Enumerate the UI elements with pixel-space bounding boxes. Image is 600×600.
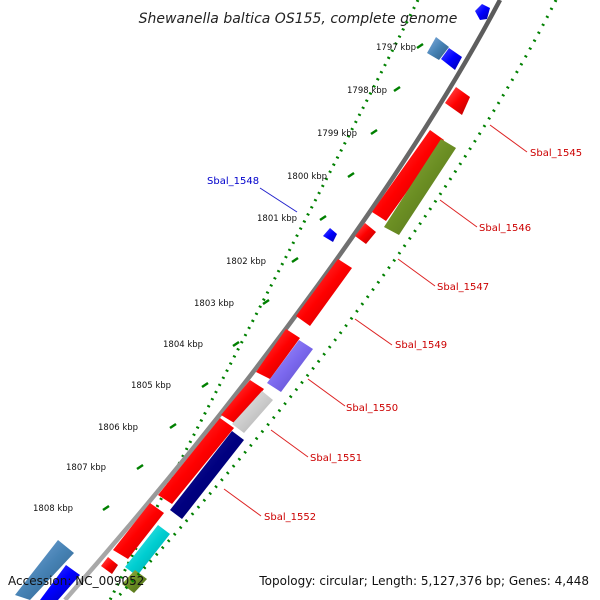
- gene-arrow-forward: [296, 259, 352, 326]
- gene-bar: [170, 431, 244, 519]
- gene-label: Sbal_1550: [346, 403, 398, 414]
- leader-line: [307, 378, 346, 407]
- gene-arrow-reverse: [427, 37, 449, 60]
- gene-arrow-forward: [355, 223, 376, 244]
- gene-bar: [267, 340, 313, 392]
- tick-mark: [201, 381, 209, 389]
- forward-strand-features: [101, 87, 470, 574]
- gene-arrow-forward: [445, 87, 470, 115]
- tick-mark: [102, 504, 110, 512]
- gene-label: Sbal_1552: [264, 512, 316, 523]
- tick-label: 1803 kbp: [194, 299, 234, 309]
- tick-labels: 1797 kbp 1798 kbp 1799 kbp 1800 kbp 1801…: [33, 43, 416, 514]
- gene-label: Sbal_1549: [395, 340, 447, 351]
- tick-mark: [291, 256, 299, 264]
- tick-label: 1804 kbp: [163, 340, 203, 350]
- tick-label: 1805 kbp: [131, 381, 171, 391]
- gene-arrow-forward: [256, 329, 300, 379]
- gene-label: Sbal_1548: [207, 176, 259, 187]
- gene-arrow-forward: [372, 130, 444, 221]
- tick-mark: [169, 422, 177, 430]
- gene-label: Sbal_1545: [530, 148, 582, 159]
- tick-label: 1798 kbp: [347, 86, 387, 96]
- gene-bar: [232, 391, 273, 433]
- gene-labels: Sbal_1545 Sbal_1546 Sbal_1547 Sbal_1548 …: [207, 148, 582, 523]
- gene-arrow-forward: [221, 380, 264, 424]
- leader-line: [354, 318, 393, 346]
- gene-arrow-forward: [101, 557, 118, 574]
- tick-label: 1807 kbp: [66, 463, 106, 473]
- leader-line: [489, 124, 528, 153]
- tick-mark: [232, 340, 240, 348]
- map-title: Shewanella baltica OS155, complete genom…: [139, 11, 458, 27]
- gene-arrow-forward: [113, 503, 164, 559]
- leader-line: [439, 199, 478, 228]
- gene-arrow-reverse: [40, 565, 80, 600]
- tick-mark: [416, 42, 424, 50]
- tick-mark: [393, 85, 401, 93]
- tick-label: 1800 kbp: [287, 172, 327, 182]
- genome-backbone: [63, 0, 502, 600]
- genome-summary: Topology: circular; Length: 5,127,376 bp…: [259, 574, 589, 588]
- leader-line: [223, 488, 262, 517]
- tick-mark: [262, 298, 270, 306]
- forward-strand-outer-features: [122, 139, 456, 593]
- gene-label: Sbal_1547: [437, 282, 489, 293]
- gene-label: Sbal_1546: [479, 223, 531, 234]
- gene-bar: [125, 525, 170, 576]
- tick-label: 1797 kbp: [376, 43, 416, 53]
- gene-bar: [122, 570, 147, 593]
- tick-label: 1799 kbp: [317, 129, 357, 139]
- accession-label: Accession: NC_009052: [8, 574, 145, 588]
- tick-label: 1808 kbp: [33, 504, 73, 514]
- tick-marks: [102, 42, 424, 512]
- leader-line: [397, 258, 436, 287]
- label-leaders: [223, 124, 528, 517]
- tick-label: 1806 kbp: [98, 423, 138, 433]
- gene-arrow-reverse: [15, 540, 74, 600]
- leader-line: [270, 429, 309, 458]
- tick-mark: [370, 128, 378, 136]
- gene-label: Sbal_1551: [310, 453, 362, 464]
- tick-mark: [136, 463, 144, 471]
- gene-arrow-reverse: [475, 4, 490, 20]
- tick-mark: [347, 171, 355, 179]
- reverse-strand-features: [15, 4, 490, 600]
- tick-label: 1801 kbp: [257, 214, 297, 224]
- gene-bar: [384, 139, 456, 235]
- gene-arrow-reverse: [323, 228, 337, 242]
- gene-arrow-forward: [158, 418, 234, 504]
- gene-arrow-reverse: [441, 48, 462, 70]
- tick-label: 1802 kbp: [226, 257, 266, 267]
- tick-mark: [319, 214, 327, 222]
- leader-line: [259, 187, 298, 213]
